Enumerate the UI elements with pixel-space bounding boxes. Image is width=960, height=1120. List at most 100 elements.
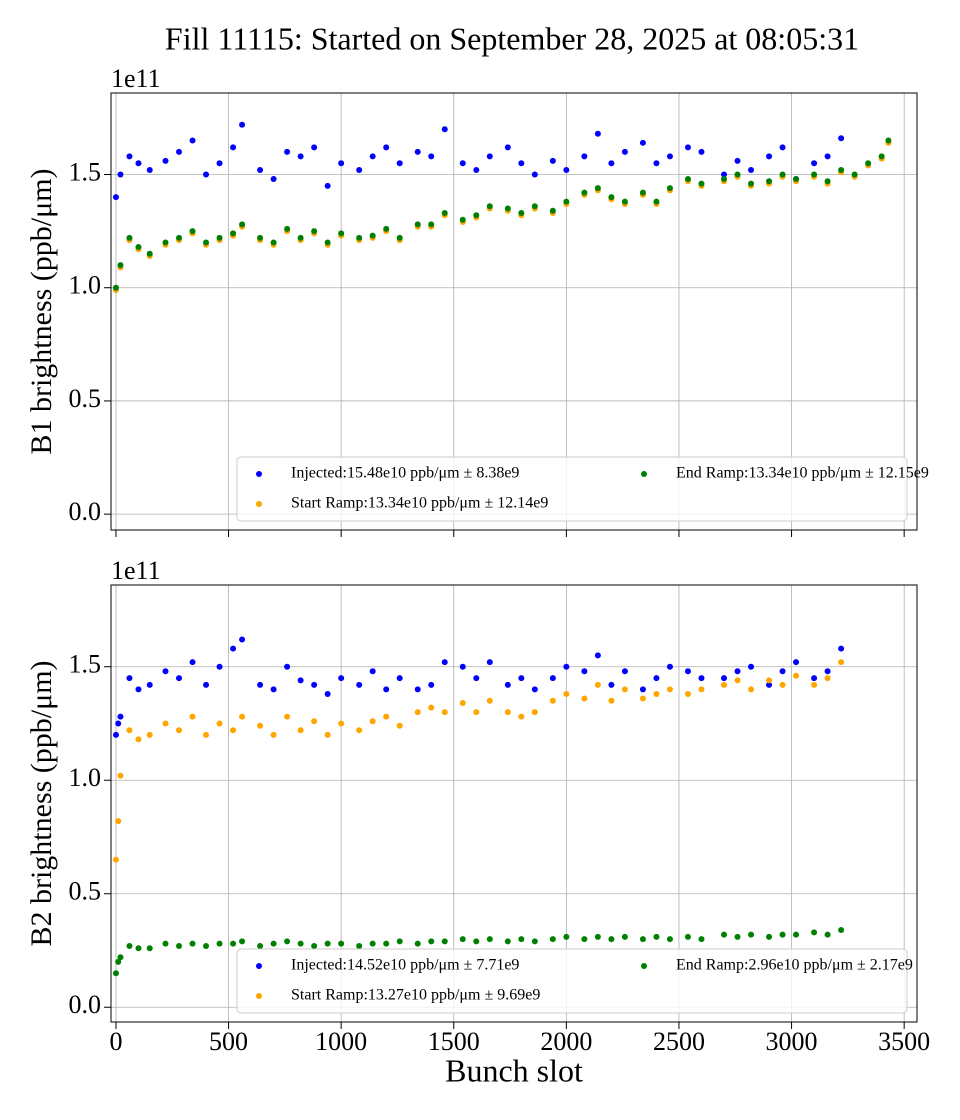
point	[383, 225, 390, 232]
point	[176, 234, 183, 241]
point	[311, 942, 318, 949]
point	[115, 720, 122, 727]
point	[162, 239, 169, 246]
point	[885, 137, 892, 144]
point	[824, 931, 831, 938]
point	[748, 166, 755, 173]
point	[441, 709, 448, 716]
point	[793, 931, 800, 938]
y-tick-label: 1.0	[69, 271, 102, 300]
legend-label: Start Ramp:13.27e10 ppb/μm ± 9.69e9	[291, 987, 540, 1004]
point	[369, 153, 376, 160]
point	[126, 153, 133, 160]
legend-label: End Ramp:2.96e10 ppb/μm ± 2.17e9	[676, 957, 913, 974]
point	[473, 212, 480, 219]
point	[369, 668, 376, 675]
point	[338, 230, 345, 237]
legend: Injected:14.52e10 ppb/μm ± 7.71e9 Start R…	[236, 948, 913, 1014]
point	[338, 675, 345, 682]
point	[779, 931, 786, 938]
point	[239, 713, 246, 720]
point	[594, 933, 601, 940]
point	[230, 940, 237, 947]
point	[270, 239, 277, 246]
point	[473, 675, 480, 682]
x-tick-label: 500	[209, 1027, 248, 1056]
point	[126, 675, 133, 682]
point	[117, 713, 124, 720]
point	[838, 166, 845, 173]
point	[459, 216, 466, 223]
point	[311, 144, 318, 151]
x-axis-label: Bunch slot	[445, 1052, 583, 1088]
point	[338, 160, 345, 167]
point	[270, 686, 277, 693]
point	[878, 153, 885, 160]
point	[621, 686, 628, 693]
point	[549, 697, 556, 704]
point	[594, 185, 601, 192]
point	[441, 126, 448, 133]
point	[356, 234, 363, 241]
y-axis-label: B2 brightness (ppb/μm)	[25, 660, 58, 946]
y-tick-label: 0.0	[69, 990, 102, 1019]
point	[549, 675, 556, 682]
point	[563, 663, 570, 670]
point	[666, 185, 673, 192]
point	[356, 727, 363, 734]
point	[257, 942, 264, 949]
point	[203, 171, 210, 178]
point	[684, 690, 691, 697]
point	[297, 153, 304, 160]
point	[748, 663, 755, 670]
point	[112, 284, 119, 291]
point	[581, 153, 588, 160]
point	[270, 731, 277, 738]
point	[428, 938, 435, 945]
point	[838, 927, 845, 934]
point	[356, 166, 363, 173]
point	[684, 668, 691, 675]
legend-label: Injected:15.48e10 ppb/μm ± 8.38e9	[291, 465, 519, 482]
point	[734, 677, 741, 684]
x-tick-label: 1500	[428, 1027, 480, 1056]
point	[369, 718, 376, 725]
point	[369, 940, 376, 947]
point	[324, 731, 331, 738]
point	[721, 171, 728, 178]
point	[428, 704, 435, 711]
point	[653, 690, 660, 697]
y-tick-label: 1.5	[69, 650, 102, 679]
point	[486, 153, 493, 160]
x-tick-label: 3500	[878, 1027, 930, 1056]
point	[639, 936, 646, 943]
point	[383, 686, 390, 693]
point	[414, 686, 421, 693]
y-tick-label: 1.5	[69, 157, 102, 186]
point	[146, 166, 153, 173]
point	[653, 675, 660, 682]
point	[414, 221, 421, 228]
point	[504, 709, 511, 716]
point	[666, 936, 673, 943]
point	[146, 731, 153, 738]
point	[311, 228, 318, 235]
point	[230, 230, 237, 237]
point	[112, 194, 119, 201]
point	[338, 940, 345, 947]
y-offset-label: 1e11	[111, 556, 161, 585]
point	[734, 933, 741, 940]
point	[216, 663, 223, 670]
legend-box	[236, 948, 908, 1014]
point	[779, 668, 786, 675]
point	[486, 203, 493, 210]
panel: 0.0 0.5 1.0 1.5 1e11 B1 brightness (ppb/μm) In…	[25, 64, 929, 537]
point	[721, 931, 728, 938]
point	[112, 970, 119, 977]
point	[639, 695, 646, 702]
point	[581, 695, 588, 702]
point	[112, 856, 119, 863]
point	[594, 130, 601, 137]
legend-marker	[641, 471, 647, 477]
point	[146, 681, 153, 688]
